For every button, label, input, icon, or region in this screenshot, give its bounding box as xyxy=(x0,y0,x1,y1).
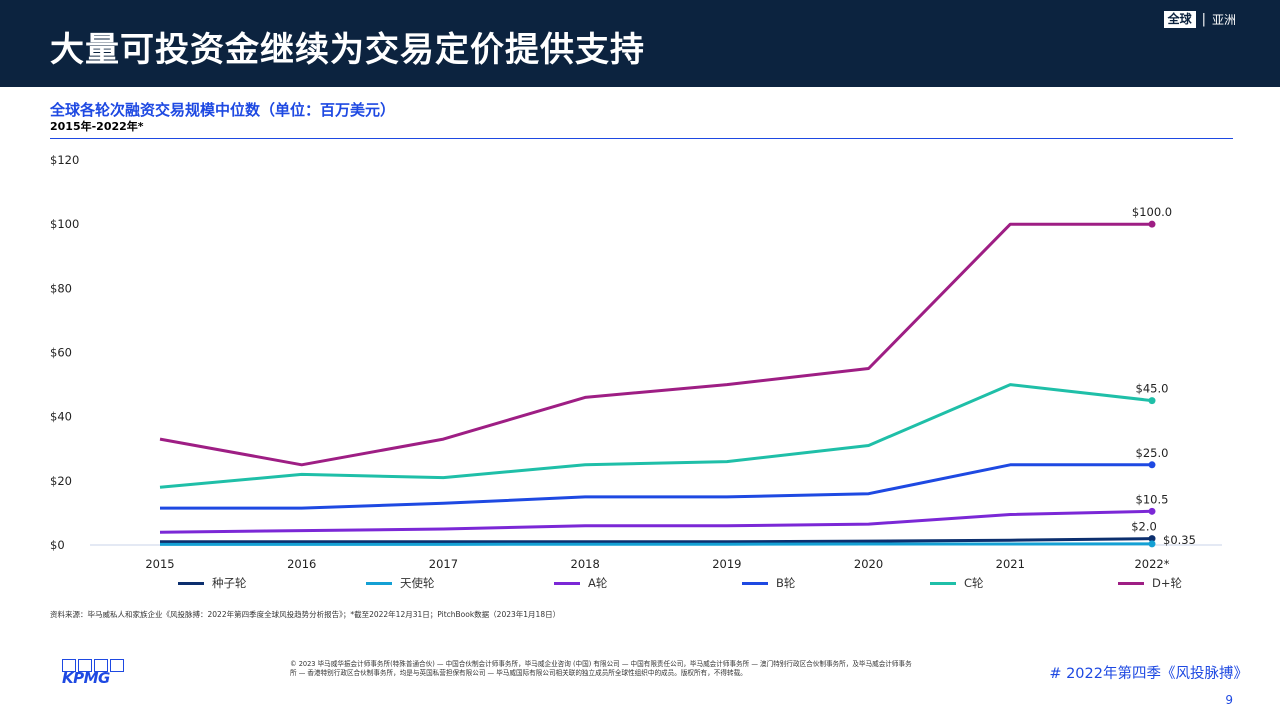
series-end-point xyxy=(1148,220,1156,228)
page-title: 大量可投资金继续为交易定价提供支持 xyxy=(50,30,645,70)
region-indicator: 全球 | 亚洲 xyxy=(1163,11,1236,28)
legend-item: A轮 xyxy=(554,575,607,591)
logo-box xyxy=(62,659,76,672)
series-end-point xyxy=(1148,507,1156,515)
logo-boxes xyxy=(62,659,128,672)
logo-box xyxy=(110,659,124,672)
legend-swatch xyxy=(554,581,580,585)
legend-item: C轮 xyxy=(930,575,984,591)
legend-label: A轮 xyxy=(588,576,608,590)
y-tick-label: $0 xyxy=(50,538,65,552)
data-label: $25.0 xyxy=(1136,446,1169,460)
data-label: $45.0 xyxy=(1136,382,1169,396)
x-tick-label: 2015 xyxy=(145,557,174,571)
x-tick-label: 2019 xyxy=(712,557,741,571)
y-tick-label: $120 xyxy=(50,153,79,167)
legend-swatch xyxy=(742,581,768,585)
data-label: $10.5 xyxy=(1136,492,1169,506)
logo-box xyxy=(94,659,108,672)
data-label: $0.35 xyxy=(1163,533,1196,547)
series-end-point xyxy=(1148,461,1156,469)
legend-item: B轮 xyxy=(742,575,795,591)
legend-item: 种子轮 xyxy=(178,575,247,591)
x-tick-label: 2017 xyxy=(429,557,458,571)
series-line xyxy=(159,222,1152,467)
series-line xyxy=(159,383,1153,489)
legend-swatch xyxy=(366,581,392,585)
y-tick-label: $60 xyxy=(50,346,72,360)
source-note: 资料来源：毕马威私人和家族企业《风投脉搏：2022年第四季度全球风投趋势分析报告… xyxy=(50,610,561,619)
series-line xyxy=(160,463,1152,510)
x-tick-label: 2016 xyxy=(287,557,316,571)
y-tick-label: $80 xyxy=(50,281,72,295)
legend-swatch xyxy=(930,581,956,585)
header-banner: 大量可投资金继续为交易定价提供支持 全球 | 亚洲 xyxy=(0,0,1280,87)
series-end-point xyxy=(1148,535,1156,543)
series-end-point xyxy=(1148,540,1156,548)
legend-label: 天使轮 xyxy=(400,576,435,590)
legend-item: D+轮 xyxy=(1118,575,1182,591)
series-end-point xyxy=(1148,397,1156,405)
chart-title: 全球各轮次融资交易规模中位数（单位：百万美元） xyxy=(50,101,396,119)
chart-subtitle: 2015年-2022年* xyxy=(50,120,144,133)
chart-legend: 种子轮 天使轮 A轮 B轮 C轮 D+轮 xyxy=(178,575,1182,591)
line-chart: $0 $20 $40 $60 $80 $100 $120 2015 2016 2017 2018 20… xyxy=(50,153,1222,571)
logo-box xyxy=(78,659,92,672)
logo-text: KPMG xyxy=(62,669,110,687)
footer-hashtag: # 2022年第四季《风投脉搏》 xyxy=(1049,666,1248,682)
x-tick-label: 2022* xyxy=(1134,557,1169,571)
data-label: $2.0 xyxy=(1131,520,1157,534)
legend-swatch xyxy=(178,581,204,585)
legend-label: 种子轮 xyxy=(212,576,247,590)
kpmg-logo: KPMG xyxy=(62,659,128,689)
region-badge: 全球 xyxy=(1163,11,1196,28)
series-line xyxy=(159,509,1153,534)
region-separator: | xyxy=(1201,12,1206,27)
legend-swatch xyxy=(1118,581,1144,585)
series-line xyxy=(160,537,1153,544)
series-line xyxy=(160,542,1153,546)
legend-label: B轮 xyxy=(776,576,796,590)
y-tick-label: $100 xyxy=(50,217,79,231)
x-tick-label: 2021 xyxy=(996,557,1025,571)
x-tick-label: 2020 xyxy=(854,557,883,571)
legend-label: C轮 xyxy=(964,576,984,590)
copyright-notice: © 2023 毕马威华振会计师事务所(特殊普通合伙) — 中国合伙制会计师事务所… xyxy=(290,660,912,677)
legend-item: 天使轮 xyxy=(366,575,435,591)
title-divider xyxy=(50,138,1233,139)
data-label: $100.0 xyxy=(1132,205,1172,219)
y-tick-label: $40 xyxy=(50,410,72,424)
legend-label: D+轮 xyxy=(1152,576,1182,590)
y-tick-label: $20 xyxy=(50,474,72,488)
region-label: 亚洲 xyxy=(1211,13,1236,27)
page-number: 9 xyxy=(1225,693,1233,707)
x-tick-label: 2018 xyxy=(571,557,600,571)
